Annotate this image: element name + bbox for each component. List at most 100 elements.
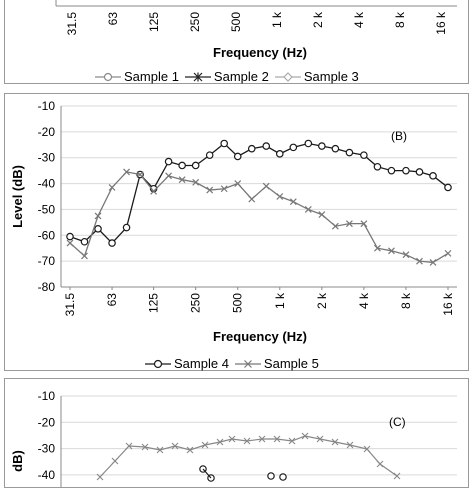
legend-item-sample-3: Sample 3 — [274, 69, 359, 84]
legend-label: Sample 5 — [263, 356, 319, 371]
data-point — [363, 445, 371, 453]
y-axis-title: dB) — [10, 450, 25, 472]
data-point — [247, 144, 256, 153]
data-point — [136, 171, 144, 178]
data-point — [66, 239, 74, 247]
data-point — [316, 435, 324, 443]
data-point — [373, 162, 382, 171]
y-tick-label: -30 — [38, 151, 56, 165]
legend-label: Sample 3 — [303, 69, 359, 84]
y-tick-label: -40 — [38, 468, 56, 482]
y-tick-label: -20 — [38, 125, 56, 139]
y-tick-label: -70 — [38, 254, 56, 268]
data-point — [318, 211, 326, 219]
data-point — [331, 438, 339, 446]
data-point — [192, 178, 200, 186]
x-tick-label: 63 — [105, 293, 119, 307]
x-tick-label: 125 — [147, 293, 161, 313]
data-point — [220, 139, 228, 148]
data-point — [275, 150, 284, 158]
data-point — [262, 182, 270, 190]
panel-annotation: (B) — [391, 129, 407, 143]
circle-marker-icon — [145, 359, 171, 368]
x-tick-label: 500 — [229, 12, 243, 32]
data-point — [81, 252, 88, 260]
data-point — [111, 457, 119, 465]
x-tick-label: 125 — [147, 12, 161, 32]
y-tick-label: -70 — [32, 0, 50, 2]
panel-a-legend: Sample 1 Sample 2 Sample 3 — [95, 69, 359, 84]
data-point — [94, 225, 102, 233]
y-tick-label: -40 — [38, 177, 56, 191]
legend-label: Sample 4 — [174, 356, 229, 371]
y-tick-label: -50 — [38, 202, 56, 216]
data-point — [80, 237, 89, 246]
data-point — [248, 195, 256, 203]
data-point — [374, 244, 381, 252]
data-point — [123, 168, 130, 176]
series-line-4 — [69, 142, 449, 244]
x-tick-label: 63 — [106, 12, 120, 26]
data-point — [66, 232, 74, 241]
data-point — [258, 435, 266, 443]
data-point — [178, 161, 186, 170]
data-point — [164, 157, 173, 166]
x-tick-label: 8 k — [399, 292, 413, 309]
data-point — [262, 142, 271, 150]
data-point — [205, 151, 214, 159]
data-point — [388, 247, 395, 255]
diamond-marker-icon — [274, 71, 301, 82]
data-point — [243, 437, 251, 445]
panel-c-chart: -10 -20 -30 -40 dB) (C) — [10, 389, 457, 487]
data-point — [141, 443, 149, 451]
data-point — [345, 148, 354, 157]
x-tick-label: 31.5 — [63, 293, 77, 317]
x-tick-label: 4 k — [357, 292, 371, 309]
circle-marker-icon — [95, 72, 121, 81]
data-point — [156, 446, 164, 454]
x-tick-label: 16 k — [434, 11, 448, 35]
x-tick-label: 250 — [189, 293, 203, 313]
y-tick-label: -80 — [38, 280, 56, 294]
data-point — [289, 198, 297, 206]
data-point — [402, 251, 410, 259]
y-tick-label: -60 — [38, 228, 56, 242]
y-tick-label: -20 — [38, 415, 56, 429]
panel-b-legend: Sample 4 Sample 5 — [145, 356, 319, 371]
data-point — [206, 186, 214, 194]
data-point — [376, 460, 384, 468]
data-point — [360, 151, 368, 159]
x-axis-title: Frequency (Hz) — [213, 45, 307, 60]
data-point — [345, 220, 353, 228]
legend-item-sample-2: Sample 2 — [184, 69, 269, 84]
x-tick-label: 4 k — [352, 11, 366, 28]
data-point — [360, 220, 368, 228]
data-point — [220, 185, 228, 193]
data-point — [165, 172, 173, 180]
x-tick-label: 8 k — [393, 11, 407, 28]
x-tick-label: 1 k — [270, 11, 284, 28]
data-point — [201, 441, 209, 449]
data-point — [331, 222, 339, 230]
star-marker-icon — [184, 72, 211, 81]
data-point — [402, 166, 410, 175]
data-point — [304, 206, 312, 213]
panel-annotation: (C) — [389, 415, 406, 429]
data-point — [273, 435, 281, 443]
x-tick-label: 31.5 — [65, 12, 79, 36]
data-point — [331, 144, 340, 153]
panel-a-chart: -70 31.5 63 125 250 500 1 k 2 k 4 k 8 k 16 k Freque… — [32, 0, 457, 60]
data-point — [233, 152, 242, 161]
legend-item-sample-1: Sample 1 — [95, 69, 179, 84]
x-tick-label: 1 k — [273, 292, 287, 309]
data-point — [234, 180, 242, 187]
data-point — [289, 143, 298, 152]
data-point — [125, 442, 133, 450]
x-marker-icon — [234, 359, 261, 368]
data-point — [387, 166, 396, 175]
data-point — [429, 259, 437, 266]
legend-item-sample-4: Sample 4 — [145, 356, 229, 371]
data-point — [216, 438, 224, 446]
data-point — [416, 257, 423, 265]
data-point — [94, 212, 102, 220]
